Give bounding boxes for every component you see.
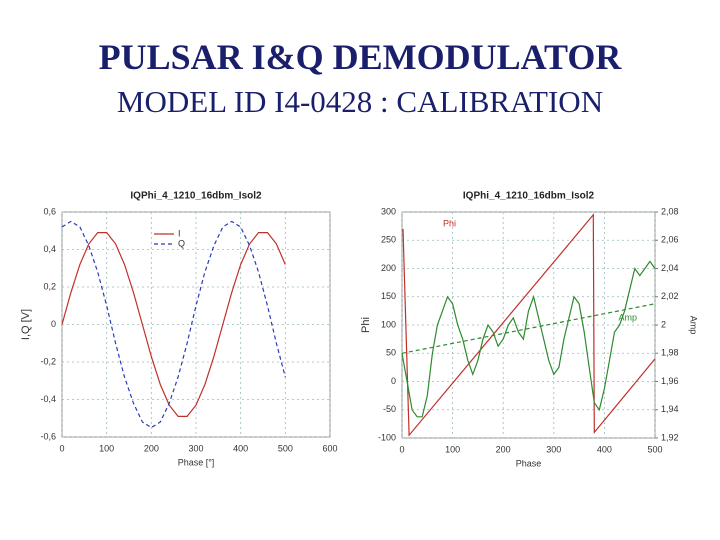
y2-axis-label: Amp	[689, 316, 699, 335]
x-tick-label: 500	[647, 444, 662, 454]
series-line	[401, 303, 656, 354]
y-tick-label: -0,2	[40, 356, 56, 366]
x-tick-label: 500	[278, 443, 293, 453]
y-tick-label: 250	[381, 235, 396, 245]
y-tick-label: 50	[386, 348, 396, 358]
x-tick-label: 100	[445, 444, 460, 454]
y-tick-label: -0,6	[40, 431, 56, 441]
y2-tick-label: 2,06	[661, 235, 679, 245]
y2-tick-label: 2,08	[661, 206, 679, 216]
series-line	[402, 213, 656, 437]
x-tick-label: 400	[233, 443, 248, 453]
y2-tick-label: 2,04	[661, 263, 679, 273]
y-tick-label: 200	[381, 263, 396, 273]
y-tick-label: -0,4	[40, 394, 56, 404]
slide-subtitle: MODEL ID I4-0428 : CALIBRATION	[116, 84, 604, 119]
y-tick-label: 0,6	[43, 206, 56, 216]
y-tick-label: 300	[381, 206, 396, 216]
y2-tick-label: 2	[661, 319, 666, 329]
x-tick-label: 400	[597, 444, 612, 454]
x-tick-label: 200	[144, 443, 159, 453]
y-tick-label: -100	[378, 432, 396, 442]
x-tick-label: 300	[546, 444, 561, 454]
series-line	[61, 232, 286, 417]
series-line	[401, 260, 656, 418]
series-annotation: Phi	[443, 218, 456, 228]
x-tick-label: 0	[59, 443, 64, 453]
x-tick-label: 600	[322, 443, 337, 453]
y-tick-label: 0,2	[43, 281, 56, 291]
y-axis-label: I,Q [V]	[20, 309, 32, 340]
y-axis-label: Phi	[360, 317, 372, 333]
x-tick-label: 300	[188, 443, 203, 453]
y-tick-label: 0	[391, 376, 396, 386]
x-tick-label: 200	[496, 444, 511, 454]
series-annotation: Amp	[619, 312, 638, 322]
y-tick-label: 100	[381, 319, 396, 329]
y-tick-label: 0	[51, 319, 56, 329]
y2-tick-label: 1,98	[661, 348, 679, 358]
legend-label: I	[178, 228, 181, 238]
y2-tick-label: 2,02	[661, 291, 679, 301]
legend-label: Q	[178, 238, 185, 248]
x-axis-label: Phase	[516, 458, 542, 468]
chart-title: IQPhi_4_1210_16dbm_Isol2	[130, 191, 262, 202]
x-tick-label: 100	[99, 443, 114, 453]
slide-title: PULSAR I&Q DEMODULATOR	[98, 37, 622, 77]
y-tick-label: -50	[383, 404, 396, 414]
series-line	[61, 220, 286, 429]
y2-tick-label: 1,94	[661, 404, 679, 414]
y-tick-label: 0,4	[43, 244, 56, 254]
x-axis-label: Phase [°]	[178, 457, 215, 467]
chart-title: IQPhi_4_1210_16dbm_Isol2	[463, 191, 595, 202]
y-tick-label: 150	[381, 291, 396, 301]
y2-tick-label: 1,92	[661, 432, 679, 442]
y2-tick-label: 1,96	[661, 376, 679, 386]
x-tick-label: 0	[399, 444, 404, 454]
